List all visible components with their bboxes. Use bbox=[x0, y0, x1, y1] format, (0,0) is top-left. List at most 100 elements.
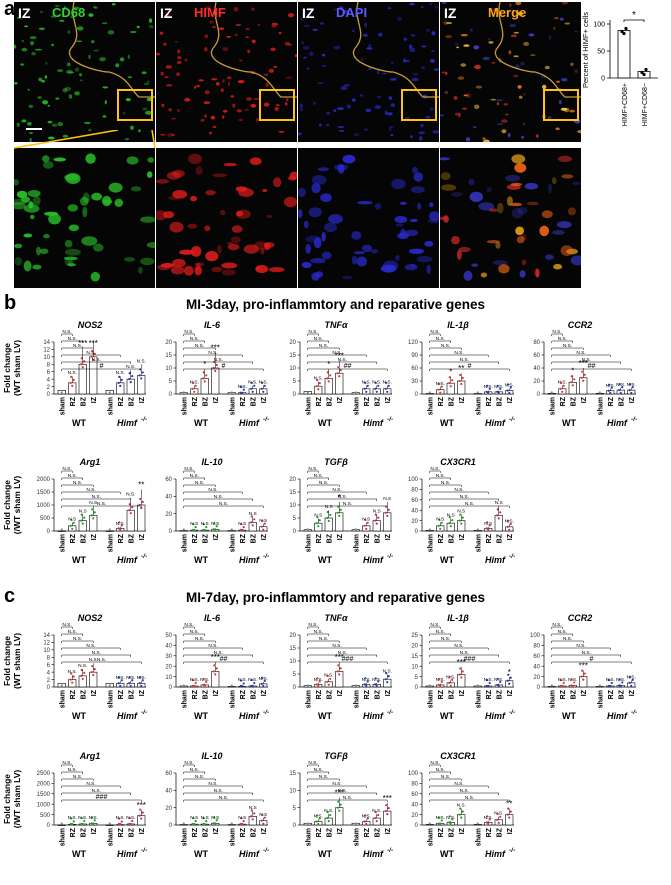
x-tick-label: BZ bbox=[618, 689, 625, 699]
x-tick-label: sham bbox=[427, 690, 434, 708]
y-tick-label: 1500 bbox=[37, 490, 51, 496]
significance-label: N.S. bbox=[606, 677, 615, 683]
data-point bbox=[260, 819, 263, 822]
bracket-label: N.S. bbox=[343, 501, 352, 507]
bracket-label: N.S. bbox=[195, 774, 204, 780]
data-point bbox=[384, 511, 387, 514]
x-tick-label: IZ bbox=[507, 827, 514, 834]
y-axis-label: Fold change bbox=[2, 636, 12, 686]
data-point bbox=[128, 816, 131, 820]
data-point bbox=[193, 528, 196, 532]
data-point bbox=[438, 677, 441, 681]
x-tick-label: IZ bbox=[261, 396, 268, 403]
data-point bbox=[262, 684, 265, 688]
data-point bbox=[451, 519, 454, 522]
data-point bbox=[384, 387, 387, 390]
x-tick-label: IZ bbox=[139, 827, 146, 834]
comparison-bracket bbox=[183, 361, 253, 364]
y-tick-label: 10 bbox=[411, 664, 418, 670]
data-point bbox=[129, 822, 132, 826]
x-tick-label: RZ bbox=[486, 396, 493, 406]
data-point bbox=[629, 383, 632, 386]
x-tick-label: BZ bbox=[80, 533, 87, 543]
significance-label: *** bbox=[335, 653, 344, 662]
group-label-ko-sup: -/- bbox=[263, 553, 269, 560]
channel-label: CD68 bbox=[52, 5, 86, 20]
significance-label: N.S. bbox=[259, 380, 268, 386]
bracket-label: N.S. bbox=[208, 643, 217, 649]
data-point bbox=[508, 391, 511, 395]
bracket-label: ### bbox=[464, 656, 476, 663]
x-tick-label: RZ bbox=[486, 827, 493, 837]
bracket-label: N.S. bbox=[563, 636, 572, 642]
x-tick-label: IZ bbox=[139, 396, 146, 403]
data-point bbox=[203, 684, 206, 688]
data-point bbox=[365, 527, 368, 530]
bar bbox=[227, 530, 236, 532]
group-label-ko-sup: -/- bbox=[387, 847, 393, 854]
significance-label: N.S. bbox=[116, 815, 125, 821]
comparison-bracket bbox=[61, 785, 121, 788]
group-label-ko: Himf bbox=[607, 711, 628, 721]
x-tick-label: RZ bbox=[438, 689, 445, 699]
y-axis-label: (/WT sham LV) bbox=[12, 770, 22, 829]
bracket-label: ## bbox=[220, 656, 228, 663]
bracket-label: N.S. bbox=[308, 760, 317, 766]
data-point bbox=[448, 821, 451, 824]
data-point bbox=[336, 372, 339, 375]
x-tick-label: BZ bbox=[326, 827, 333, 837]
comparison-bracket bbox=[551, 361, 621, 364]
x-tick-label: sham bbox=[107, 397, 114, 415]
y-tick-label: 5 bbox=[415, 675, 419, 681]
x-tick-label: IZ bbox=[337, 396, 344, 403]
data-point bbox=[205, 374, 208, 377]
comparison-bracket bbox=[183, 792, 253, 795]
data-point bbox=[365, 390, 368, 393]
data-point bbox=[374, 381, 377, 384]
data-point bbox=[253, 518, 256, 521]
group-label-wt: WT bbox=[440, 418, 454, 428]
x-tick-label: RZ bbox=[118, 689, 125, 699]
data-point bbox=[610, 386, 613, 389]
data-point bbox=[439, 527, 442, 530]
x-tick-label: BZ bbox=[202, 689, 209, 699]
x-tick-label: RZ bbox=[192, 689, 199, 699]
data-point bbox=[329, 677, 332, 680]
data-point bbox=[497, 391, 500, 395]
gene-chart-b: CCR2 0 20 40 60 80 sham N.S. RZ * BZ *** IZ sham N.S. R… bbox=[533, 320, 637, 428]
comparison-bracket bbox=[551, 661, 632, 664]
data-point bbox=[461, 810, 464, 813]
significance-label: N.S bbox=[238, 815, 246, 821]
data-point bbox=[129, 684, 132, 688]
quant-point bbox=[624, 26, 628, 31]
comparison-bracket bbox=[183, 661, 264, 664]
data-point bbox=[81, 366, 84, 369]
x-tick-label: RZ bbox=[192, 533, 199, 543]
data-point bbox=[263, 522, 266, 525]
significance-label: *** bbox=[78, 339, 87, 348]
bracket-label: N.S. bbox=[86, 350, 95, 356]
x-tick-label: IZ bbox=[337, 689, 344, 696]
data-point bbox=[354, 822, 357, 825]
bar bbox=[505, 814, 514, 826]
x-tick-label: sham bbox=[229, 534, 236, 552]
data-point bbox=[261, 676, 264, 679]
significance-label: N.S. bbox=[436, 815, 445, 821]
comparison-bracket bbox=[307, 764, 319, 767]
x-tick-label: BZ bbox=[570, 396, 577, 406]
bar bbox=[78, 363, 87, 395]
comparison-bracket bbox=[429, 505, 510, 508]
x-tick-label: sham bbox=[59, 690, 66, 708]
comparison-bracket bbox=[61, 640, 94, 643]
micro-tile-dapi: IZ DAPI bbox=[298, 2, 439, 142]
significance-label: N.S. bbox=[436, 677, 445, 683]
data-point bbox=[499, 680, 502, 684]
gene-title: TNFα bbox=[324, 613, 347, 623]
y-axis-label: Fold change bbox=[2, 343, 12, 393]
group-label-ko: Himf bbox=[117, 418, 138, 428]
data-point bbox=[230, 684, 233, 687]
y-tick-label: 6 bbox=[47, 663, 51, 669]
